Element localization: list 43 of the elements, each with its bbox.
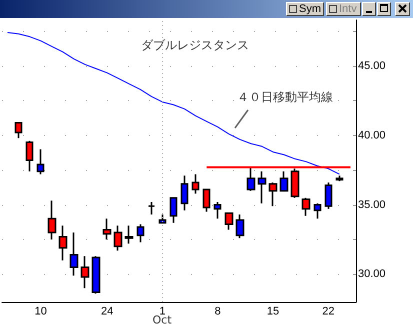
candlestick — [180, 174, 188, 212]
candlestick — [268, 182, 278, 207]
y-tick-label: 45.00 — [358, 60, 386, 72]
candlestick — [258, 170, 266, 204]
candlestick — [202, 188, 210, 212]
sym-toggle: Sym — [286, 2, 324, 16]
candlestick — [148, 201, 156, 216]
candlestick — [124, 224, 134, 244]
candlestick — [70, 232, 78, 276]
candlestick — [192, 173, 200, 194]
candlestick — [246, 166, 256, 192]
candlestick — [236, 214, 244, 239]
candlestick — [302, 197, 310, 217]
candlestick — [26, 140, 34, 172]
candlestick — [14, 122, 22, 139]
x-tick-label: 8 — [214, 306, 221, 318]
candlestick — [224, 212, 234, 231]
candlestick — [158, 214, 166, 224]
candlestick — [36, 148, 44, 175]
annotation: ４０日移動平均線 — [237, 90, 333, 104]
line-series — [7, 32, 340, 175]
x-tick-label: 24 — [100, 306, 114, 318]
x-tick-label: 10 — [34, 306, 47, 318]
candlestick — [114, 224, 122, 252]
candlestick — [324, 182, 332, 210]
candlestick — [92, 255, 100, 294]
intv-toggle: Intv — [326, 2, 361, 16]
candlestick — [280, 170, 288, 192]
candlestick — [336, 174, 344, 182]
candlestick — [314, 202, 322, 220]
candlestick — [102, 218, 112, 240]
y-tick-label: 30.00 — [358, 268, 386, 280]
candlestick — [136, 223, 144, 244]
annotation: ダブルレジスタンス — [141, 38, 249, 52]
x-tick-label: 15 — [266, 306, 280, 318]
candlestick — [80, 255, 90, 289]
candlestick — [170, 197, 178, 224]
candlestick — [48, 200, 56, 240]
candlestick — [58, 224, 68, 262]
y-tick-label: 35.00 — [358, 198, 386, 211]
x-tick-label: 22 — [322, 306, 334, 318]
y-tick-label: 40.00 — [358, 129, 386, 142]
candlestick — [214, 201, 222, 220]
